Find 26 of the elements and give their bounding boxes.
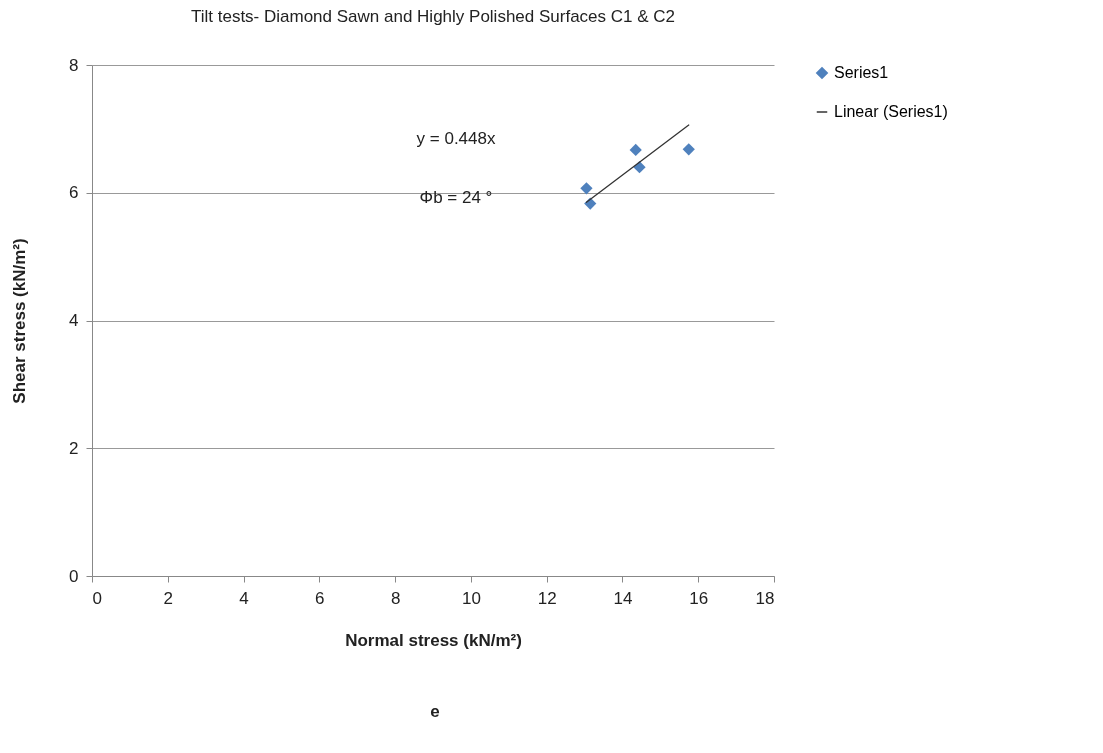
annotation: y = 0.448x [416, 129, 496, 148]
y-tick-label: 8 [69, 55, 79, 75]
x-tick-label: 14 [613, 588, 633, 608]
point [580, 182, 593, 195]
x-tick-label: 12 [537, 588, 557, 608]
x-tick-label: 16 [689, 588, 709, 608]
y-tick-label: 0 [69, 566, 79, 586]
legend-label: Series1 [834, 64, 889, 81]
x-tick-label: 4 [239, 588, 249, 608]
text: e [429, 702, 441, 722]
y-tick-label: 2 [69, 438, 79, 458]
y-axis-title: Shear stress (kN/m²) [10, 238, 30, 404]
chart-title: Tilt tests- Diamond Sawn and Highly Polished Surfaces C1 & C2 [190, 7, 676, 26]
x-tick-label: 6 [315, 588, 325, 608]
x-axis-title: Normal stress (kN/m²) [345, 630, 522, 650]
x-tick-label: 8 [390, 588, 401, 608]
annotation: Φb = 24 ° [419, 188, 493, 207]
y-tick-label: 4 [69, 311, 79, 330]
x-tick-label: 18 [755, 588, 775, 608]
y-tick-label: 6 [69, 183, 79, 203]
x-tick-label: 10 [461, 588, 481, 608]
point [629, 143, 642, 157]
legend-label: Linear (Series1) [834, 103, 948, 120]
x-tick-label: 0 [92, 588, 102, 608]
point [682, 143, 695, 156]
x-tick-label: 2 [163, 588, 174, 608]
